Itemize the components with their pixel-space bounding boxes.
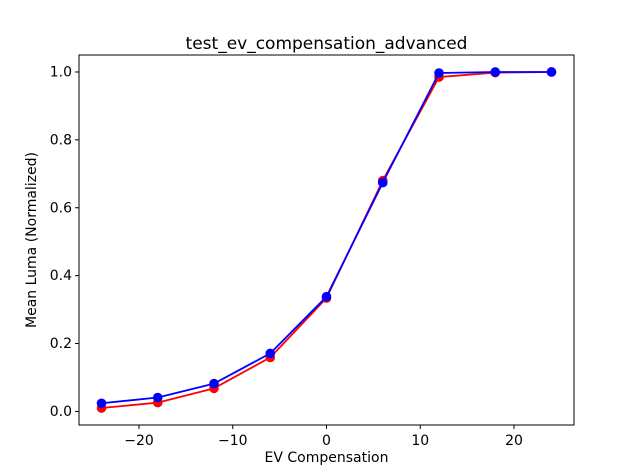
x-tick-label: 10 — [411, 433, 429, 449]
y-tick-label: 0.6 — [50, 200, 72, 216]
series-blue-marker — [490, 67, 501, 77]
series-red-line — [101, 71, 552, 409]
chart-title: test_ev_compensation_advanced — [186, 34, 468, 54]
series-blue-line — [101, 71, 552, 405]
y-tick-label: 0.0 — [50, 404, 72, 420]
series-blue-marker — [209, 378, 219, 389]
series-blue-marker — [265, 348, 276, 359]
x-tick-label: −20 — [124, 433, 154, 449]
x-tick-label: 0 — [322, 433, 331, 449]
x-tick-label: 20 — [505, 433, 523, 449]
y-tick-label: 0.2 — [50, 336, 72, 352]
x-axis-label: EV Compensation — [265, 450, 389, 466]
series-blue-marker — [546, 67, 557, 77]
series-blue-marker — [96, 398, 107, 409]
series-blue-marker — [377, 177, 388, 188]
series-blue-marker — [321, 291, 332, 302]
x-tick-label: −10 — [218, 433, 248, 449]
y-tick-label: 0.4 — [50, 268, 72, 284]
y-tick-label: 0.8 — [50, 132, 72, 148]
series-blue-marker — [152, 392, 163, 403]
y-axis-label: Mean Luma (Normalized) — [24, 152, 40, 328]
y-tick-label: 1.0 — [50, 64, 72, 80]
plot-area: −20 −10 0 10 20 0.0 0.2 0.4 0.6 0.8 1.0 — [50, 54, 575, 449]
series-blue-marker — [434, 68, 444, 78]
plot-frame — [78, 54, 575, 426]
